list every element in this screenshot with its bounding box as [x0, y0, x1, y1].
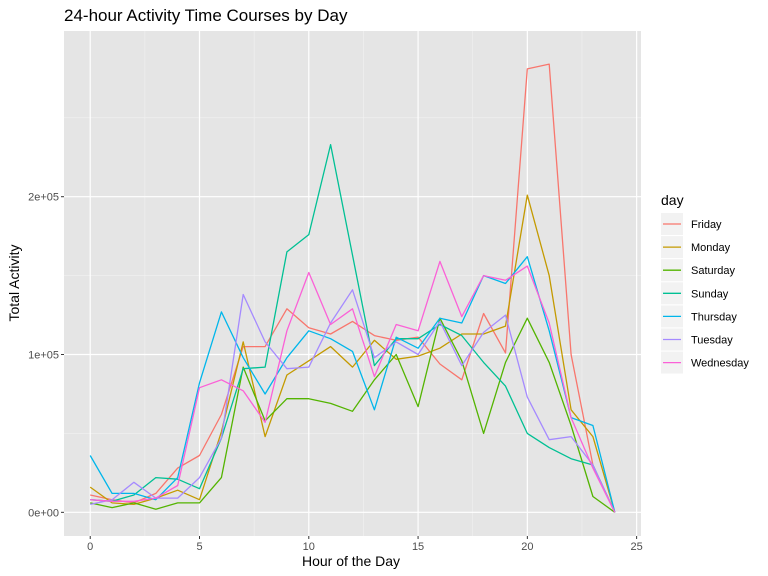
chart-title: 24-hour Activity Time Courses by Day [64, 6, 348, 25]
y-tick-label: 1e+05 [28, 350, 59, 362]
x-tick-label: 15 [412, 541, 424, 553]
series-line-wednesday [90, 260, 616, 513]
x-tick-label: 10 [303, 541, 315, 553]
series-line-friday [90, 63, 616, 513]
x-tick-label: 25 [631, 541, 643, 553]
grid-minor [64, 31, 641, 536]
y-tick-label: 0e+00 [28, 507, 59, 519]
series-line-saturday [90, 317, 616, 513]
legend-label-monday: Monday [691, 242, 731, 254]
series-line-monday [89, 194, 616, 513]
legend-label-saturday: Saturday [691, 265, 736, 277]
x-axis-title: Hour of the Day [302, 553, 400, 569]
x-axis: 0 5 10 15 20 25 [87, 536, 643, 553]
series-lines [89, 63, 616, 513]
series-line-thursday [89, 256, 616, 513]
x-tick-label: 20 [521, 541, 533, 553]
series-line-sunday [90, 143, 616, 513]
x-tick-label: 0 [87, 541, 93, 553]
y-tick-label: 2e+05 [28, 192, 59, 204]
y-axis: 0e+00 1e+05 2e+05 [28, 192, 64, 519]
legend-label-tuesday: Tuesday [691, 335, 733, 347]
series-line-tuesday [90, 289, 616, 513]
legend-label-wednesday: Wednesday [691, 358, 749, 370]
legend-label-sunday: Sunday [691, 288, 729, 300]
legend-label-thursday: Thursday [691, 311, 737, 323]
legend-label-friday: Friday [691, 219, 722, 231]
grid-major [64, 31, 641, 536]
legend-title: day [661, 192, 684, 208]
x-tick-label: 5 [196, 541, 202, 553]
y-axis-title: Total Activity [6, 244, 22, 321]
plot-panel [64, 31, 641, 536]
legend: day Friday Monday Saturday Sunday Thursday Tu… [661, 192, 749, 374]
